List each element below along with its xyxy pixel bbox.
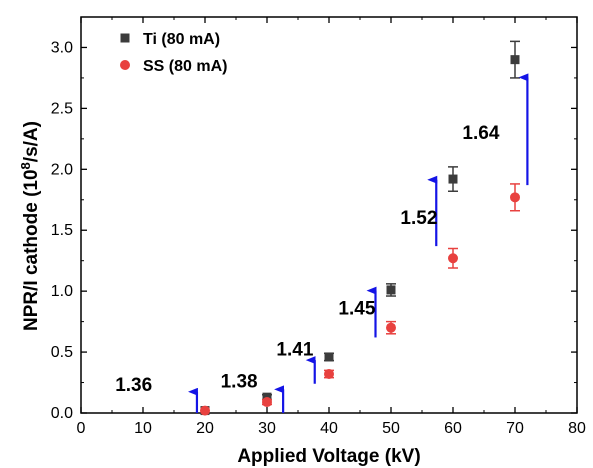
data-point-circle — [324, 369, 334, 380]
ratio-label: 1.38 — [221, 371, 258, 392]
data-point-circle — [200, 405, 210, 416]
legend-marker-circle — [120, 60, 130, 70]
ratio-label: 1.64 — [462, 123, 499, 144]
data-point-square — [448, 174, 458, 184]
data-point-circle — [386, 322, 396, 333]
data-point-circle — [510, 192, 520, 203]
x-tick-label: 50 — [382, 420, 400, 437]
data-point-square — [324, 352, 334, 362]
y-axis-label-sup: 8 — [18, 162, 33, 169]
y-tick-label: 0.0 — [51, 405, 73, 422]
x-tick-label: 60 — [444, 420, 462, 437]
y-axis-label-main: NPR/I cathode (10 — [21, 169, 42, 331]
x-tick-label: 40 — [320, 420, 338, 437]
series-1 — [200, 183, 520, 416]
data-point-square — [510, 55, 520, 65]
annotation-layer: 1.36 1.38 1.41 1.45 1.52 1.64 — [115, 73, 529, 413]
data-point-square — [386, 285, 396, 295]
ratio-label: 1.52 — [400, 208, 437, 229]
y-tick-label: 3.0 — [51, 39, 73, 56]
data-point-circle — [262, 397, 272, 408]
ratio-label: 1.36 — [115, 375, 152, 396]
legend: Ti (80 mA) SS (80 mA) — [120, 31, 227, 75]
x-tick-label: 30 — [258, 420, 276, 437]
x-tick-label: 20 — [196, 420, 214, 437]
y-tick-label: 1.0 — [51, 283, 73, 300]
axes: 0 10 20 30 40 50 60 70 80 0.0 0.5 1.0 1.5 2.0 2.5 3.0 — [51, 16, 586, 437]
y-tick-label: 2.5 — [51, 100, 73, 117]
x-axis-label: Applied Voltage (kV) — [237, 446, 420, 467]
y-axis-label: NPR/I cathode (108/s/A) — [18, 121, 42, 331]
ratio-label: 1.41 — [276, 340, 313, 361]
x-tick-label: 10 — [134, 420, 152, 437]
series-0 — [200, 40, 520, 416]
legend-label: Ti (80 mA) — [143, 31, 220, 48]
y-tick-label: 2.0 — [51, 161, 73, 178]
y-axis-label-tail: /s/A) — [21, 121, 42, 162]
legend-label: SS (80 mA) — [143, 58, 227, 75]
series-layer — [200, 40, 520, 416]
x-tick-label: 70 — [506, 420, 524, 437]
legend-marker-square — [120, 33, 130, 43]
y-tick-label: 0.5 — [51, 344, 73, 361]
x-tick-label: 80 — [568, 420, 586, 437]
data-point-circle — [448, 253, 458, 264]
y-tick-label: 1.5 — [51, 222, 73, 239]
ratio-label: 1.45 — [338, 298, 375, 319]
x-tick-label: 0 — [77, 420, 86, 437]
